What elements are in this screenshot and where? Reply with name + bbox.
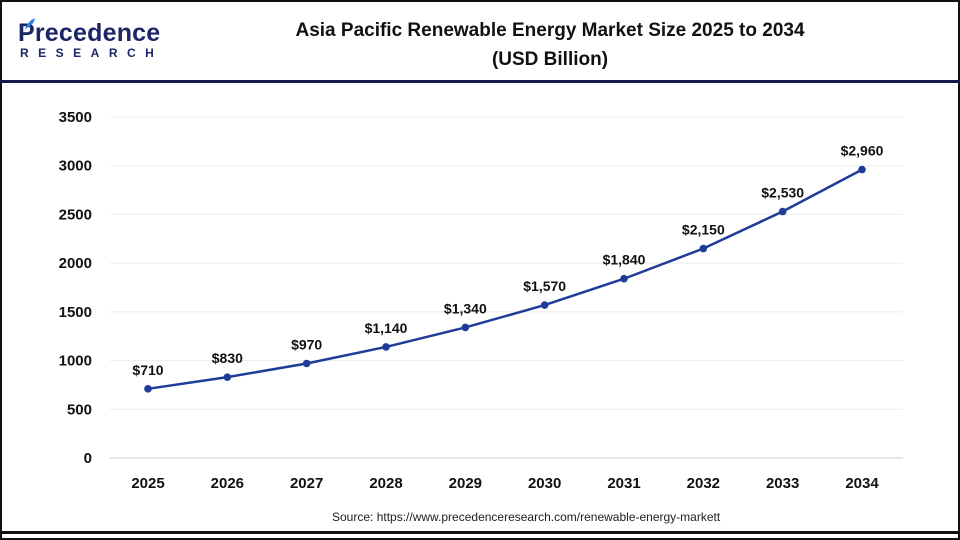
y-tick-label: 500 [67, 401, 92, 418]
chart-title-line1: Asia Pacific Renewable Energy Market Siz… [295, 20, 805, 41]
chart-title-line2: (USD Billion) [491, 49, 609, 70]
data-label: $2,150 [682, 222, 725, 238]
x-tick-label: 2029 [449, 475, 482, 492]
y-tick-label: 0 [84, 450, 92, 467]
data-label: $1,570 [523, 278, 566, 294]
chart-title: Asia Pacific Renewable Energy Market Siz… [230, 16, 870, 74]
header: Precedence RESEARCH Asia Pacific Renewab… [0, 0, 960, 83]
x-tick-label: 2031 [607, 475, 640, 492]
y-tick-label: 3500 [59, 109, 92, 126]
data-point [699, 244, 708, 253]
data-point [302, 359, 311, 368]
data-point [144, 385, 152, 393]
x-tick-label: 2028 [369, 475, 402, 492]
logo-main: Precedence [18, 18, 163, 47]
data-label: $830 [212, 350, 243, 366]
data-point [620, 274, 628, 283]
data-label: $1,840 [603, 252, 646, 268]
logo: Precedence RESEARCH [18, 18, 164, 60]
logo-text: Precedence [18, 19, 161, 47]
logo-subtext: RESEARCH [20, 46, 164, 60]
y-tick-label: 1500 [59, 304, 92, 321]
y-tick-label: 3000 [59, 158, 92, 175]
data-point [382, 343, 390, 351]
source-text: Source: https://www.precedenceresearch.c… [332, 510, 721, 524]
data-label: $970 [291, 336, 322, 352]
x-tick-label: 2034 [845, 475, 879, 492]
x-tick-label: 2027 [290, 475, 323, 492]
x-tick-label: 2033 [766, 475, 799, 492]
series-line [147, 168, 863, 391]
data-point [778, 207, 787, 216]
x-tick-label: 2030 [528, 475, 561, 492]
x-tick-label: 2026 [211, 475, 244, 492]
y-tick-label: 2500 [59, 206, 92, 223]
data-point [223, 373, 232, 381]
x-tick-label: 2025 [131, 475, 164, 492]
data-label: $1,140 [365, 320, 408, 336]
data-point [540, 301, 549, 309]
data-point [858, 165, 866, 174]
logo-leaf-icon [25, 18, 35, 29]
y-tick-label: 1000 [59, 353, 92, 370]
data-label: $710 [132, 362, 163, 378]
data-label: $1,340 [444, 300, 487, 316]
bottom-rule [0, 531, 960, 534]
data-label: $2,530 [761, 185, 804, 201]
data-label: $2,960 [841, 143, 884, 159]
y-tick-label: 2000 [59, 255, 92, 272]
data-point [461, 323, 470, 332]
x-tick-label: 2032 [687, 475, 720, 492]
